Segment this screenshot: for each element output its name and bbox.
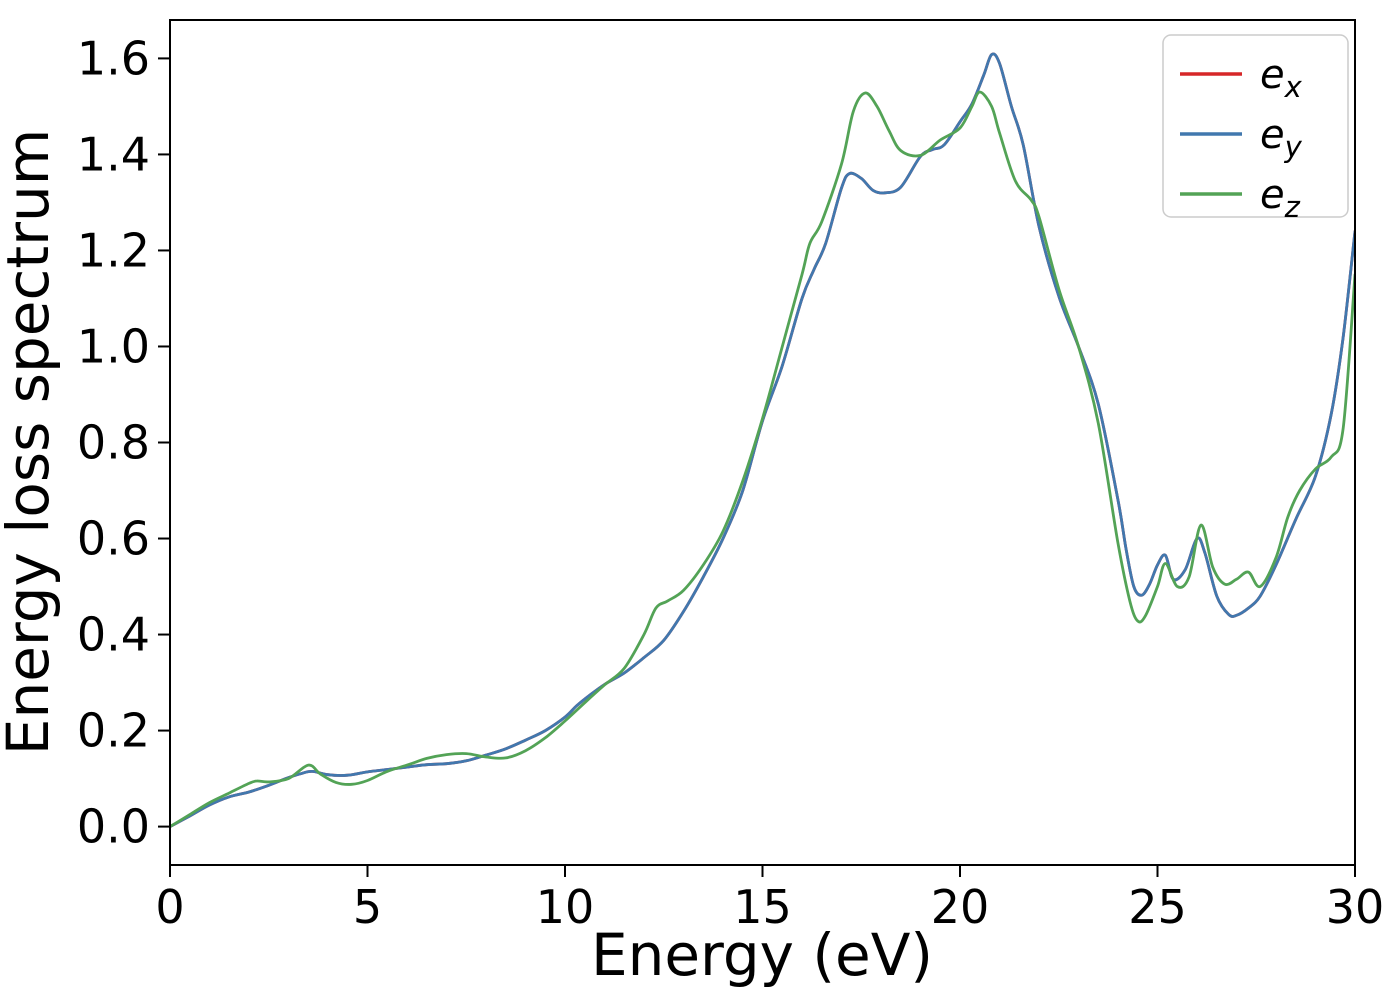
series-e_y-line: [170, 52, 1355, 828]
y-tick-label: 1.0: [77, 319, 150, 373]
axes: 0 5 10 15 20 25 30 0.0 0.2 0.4 0.6 0.8 1.0 1.2 1.4 1.6: [77, 31, 1384, 934]
x-axis-title: Energy (eV): [591, 921, 933, 989]
y-tick-label: 0.8: [77, 416, 150, 470]
legend: ex ey ez: [1162, 34, 1349, 224]
x-tick-label: 20: [931, 880, 990, 934]
x-tick-label: 5: [353, 880, 382, 934]
y-tick-label: 1.4: [77, 127, 150, 181]
legend-item-ex: ex: [1180, 52, 1303, 104]
plot-border: [169, 19, 1356, 866]
y-tick-label: 0.2: [77, 704, 150, 758]
y-tick-label: 1.2: [77, 223, 150, 277]
plot-series: [170, 52, 1355, 828]
x-tick-label: 25: [1128, 880, 1187, 934]
legend-label-ey: ey: [1260, 112, 1303, 164]
legend-label-ex: ex: [1260, 52, 1303, 104]
legend-box: [1162, 34, 1349, 218]
y-tick-label: 0.6: [77, 512, 150, 566]
y-axis-title: Energy loss spectrum: [0, 129, 62, 755]
y-tick-label: 0.0: [77, 800, 150, 854]
y-tick-label: 0.4: [77, 608, 150, 662]
legend-item-ey: ey: [1180, 112, 1303, 164]
x-tick-label: 10: [536, 880, 595, 934]
y-tick-label: 1.6: [77, 31, 150, 85]
series-e_z-line: [170, 90, 1355, 828]
x-tick-label: 15: [733, 880, 792, 934]
x-tick-label: 0: [155, 880, 184, 934]
x-tick-label: 30: [1326, 880, 1385, 934]
legend-item-ez: ez: [1180, 172, 1301, 224]
legend-label-ez: ez: [1260, 172, 1301, 224]
